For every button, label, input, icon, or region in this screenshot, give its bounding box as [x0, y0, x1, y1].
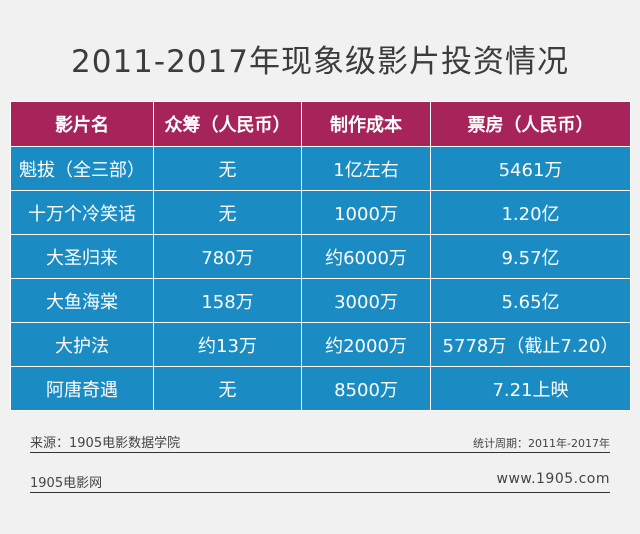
cell-crowdfunding: 约13万: [153, 322, 302, 367]
cell-film-name: 阿唐奇遇: [10, 366, 154, 411]
cell-production-cost: 8500万: [301, 366, 431, 411]
header-crowdfunding: 众筹（人民币）: [153, 101, 302, 147]
cell-box-office: 7.21上映: [430, 366, 631, 411]
cell-film-name: 大圣归来: [10, 234, 154, 279]
table-row: 大圣归来 780万 约6000万 9.57亿: [10, 234, 631, 279]
brand-name: 1905电影网: [30, 476, 103, 491]
cell-box-office: 5.65亿: [430, 278, 631, 323]
cell-production-cost: 1亿左右: [301, 146, 431, 191]
source-label: 来源：1905电影数据学院: [30, 436, 181, 451]
cell-film-name: 大护法: [10, 322, 154, 367]
header-production-cost: 制作成本: [301, 101, 431, 147]
cell-crowdfunding: 158万: [153, 278, 302, 323]
cell-film-name: 大鱼海棠: [10, 278, 154, 323]
cell-production-cost: 3000万: [301, 278, 431, 323]
cell-box-office: 5461万: [430, 146, 631, 191]
table-row: 魁拔（全三部） 无 1亿左右 5461万: [10, 146, 631, 191]
cell-film-name: 魁拔（全三部）: [10, 146, 154, 191]
table-row: 大护法 约13万 约2000万 5778万（截止7.20）: [10, 322, 631, 367]
cell-box-office: 5778万（截止7.20）: [430, 322, 631, 367]
cell-crowdfunding: 无: [153, 146, 302, 191]
table-row: 十万个冷笑话 无 1000万 1.20亿: [10, 190, 631, 235]
cell-film-name: 十万个冷笑话: [10, 190, 154, 235]
table-header-row: 影片名 众筹（人民币） 制作成本 票房（人民币）: [10, 101, 631, 147]
site-url[interactable]: www.1905.com: [496, 471, 610, 487]
footer-bar: 1905电影网 www.1905.com: [30, 466, 610, 493]
header-film-name: 影片名: [10, 101, 154, 147]
table-row: 阿唐奇遇 无 8500万 7.21上映: [10, 366, 631, 411]
source-bar: 来源：1905电影数据学院 统计周期：2011年-2017年: [30, 428, 610, 453]
cell-crowdfunding: 无: [153, 366, 302, 411]
header-box-office: 票房（人民币）: [430, 101, 631, 147]
table-row: 大鱼海棠 158万 3000万 5.65亿: [10, 278, 631, 323]
stat-period: 统计周期：2011年-2017年: [473, 437, 610, 450]
cell-crowdfunding: 780万: [153, 234, 302, 279]
cell-box-office: 9.57亿: [430, 234, 631, 279]
cell-production-cost: 约6000万: [301, 234, 431, 279]
page-title: 2011-2017年现象级影片投资情况: [71, 44, 569, 80]
cell-production-cost: 约2000万: [301, 322, 431, 367]
cell-crowdfunding: 无: [153, 190, 302, 235]
investment-table: 影片名 众筹（人民币） 制作成本 票房（人民币） 魁拔（全三部） 无 1亿左右 …: [10, 101, 631, 411]
cell-box-office: 1.20亿: [430, 190, 631, 235]
cell-production-cost: 1000万: [301, 190, 431, 235]
